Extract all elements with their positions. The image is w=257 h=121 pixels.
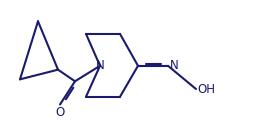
Text: OH: OH <box>198 83 216 95</box>
Text: N: N <box>170 59 178 72</box>
Text: N: N <box>96 59 104 72</box>
Text: O: O <box>55 106 65 119</box>
